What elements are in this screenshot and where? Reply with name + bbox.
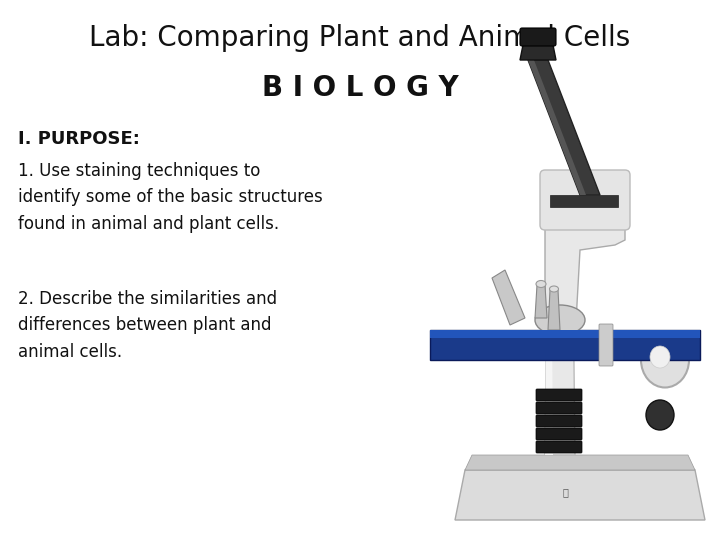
Text: 圆: 圆 [562,487,568,497]
FancyBboxPatch shape [536,389,582,401]
Text: 2. Describe the similarities and
differences between plant and
animal cells.: 2. Describe the similarities and differe… [18,290,277,361]
Polygon shape [465,455,695,470]
Text: 1. Use staining techniques to
identify some of the basic structures
found in ani: 1. Use staining techniques to identify s… [18,162,323,233]
Polygon shape [545,185,575,455]
Polygon shape [430,330,700,338]
FancyBboxPatch shape [550,195,618,207]
Polygon shape [545,185,553,455]
FancyBboxPatch shape [599,324,613,366]
Ellipse shape [650,346,670,368]
FancyBboxPatch shape [536,428,582,440]
FancyBboxPatch shape [520,28,556,46]
Polygon shape [492,270,525,325]
Polygon shape [548,290,560,330]
FancyBboxPatch shape [536,415,582,427]
Polygon shape [455,470,705,520]
Polygon shape [520,40,556,60]
Polygon shape [528,60,586,195]
Polygon shape [535,285,547,318]
Ellipse shape [535,305,585,335]
Polygon shape [528,60,600,195]
FancyBboxPatch shape [536,441,582,453]
Polygon shape [430,330,700,360]
FancyBboxPatch shape [536,402,582,414]
Text: I. PURPOSE:: I. PURPOSE: [18,130,140,148]
Text: Lab: Comparing Plant and Animal Cells: Lab: Comparing Plant and Animal Cells [89,24,631,52]
Ellipse shape [641,333,689,388]
FancyBboxPatch shape [540,170,630,230]
Ellipse shape [549,286,559,292]
Polygon shape [545,185,625,340]
Text: B I O L O G Y: B I O L O G Y [261,74,459,102]
Ellipse shape [536,280,546,287]
Ellipse shape [646,400,674,430]
